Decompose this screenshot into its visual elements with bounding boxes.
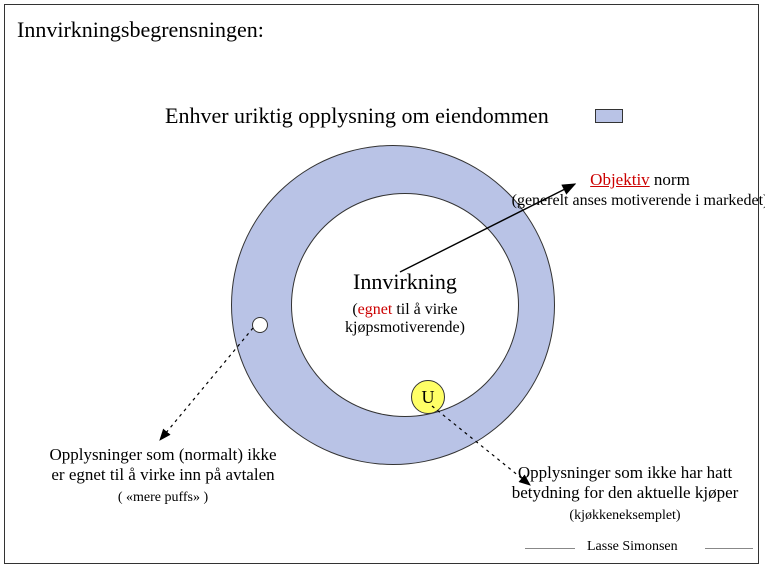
center-sub-red: egnet: [358, 301, 393, 318]
obj-norm-line2: (generelt anses motiverende i markedet): [512, 192, 765, 209]
subtitle: Enhver uriktig opplysning om eiendommen: [165, 103, 549, 129]
br-line3: (kjøkkeneksemplet): [569, 508, 680, 523]
credit-text: Lasse Simonsen: [583, 539, 682, 555]
center-heading: Innvirkning: [305, 269, 505, 295]
credit: Lasse Simonsen: [525, 539, 755, 559]
br-line2: betydning for den aktuelle kjøper: [512, 483, 739, 502]
bottom-left-note: Opplysninger som (normalt) ikke er egnet…: [13, 445, 313, 507]
bl-line2: er egnet til å virke inn på avtalen: [51, 465, 274, 484]
diagram-frame: Innvirkningsbegrensningen: Enhver urikti…: [4, 4, 759, 564]
page-title: Innvirkningsbegrensningen:: [17, 17, 264, 43]
u-label: U: [422, 387, 435, 408]
obj-norm-red: Objektiv: [590, 170, 650, 189]
bl-line3: ( «mere puffs» ): [118, 490, 208, 505]
small-circle-marker: [252, 317, 268, 333]
u-marker: U: [411, 380, 445, 414]
obj-norm-rest: norm: [650, 170, 690, 189]
br-line1: Opplysninger som ikke har hatt: [518, 463, 732, 482]
objective-norm-label: Objektiv norm (generelt anses motiverend…: [510, 170, 765, 211]
legend-swatch: [595, 109, 623, 123]
credit-line-left: [525, 548, 575, 549]
bl-line1: Opplysninger som (normalt) ikke: [49, 445, 276, 464]
center-subtext: (egnet til å virke kjøpsmotiverende): [305, 301, 505, 338]
bottom-right-note: Opplysninger som ikke har hatt betydning…: [485, 463, 765, 525]
credit-line-right: [705, 548, 753, 549]
